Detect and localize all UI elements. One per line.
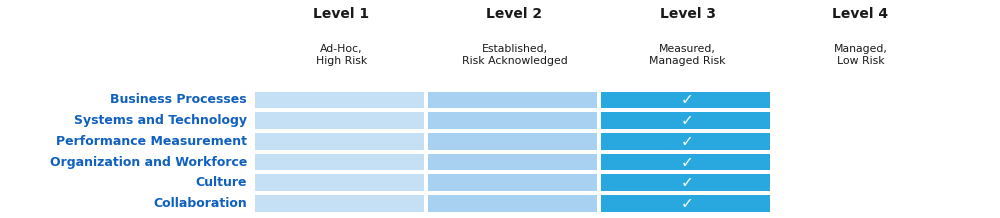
- Bar: [428, 92, 597, 108]
- Bar: [601, 174, 770, 191]
- Text: Culture: Culture: [196, 176, 247, 189]
- Text: ✓: ✓: [681, 196, 694, 211]
- Text: Managed,
Low Risk: Managed, Low Risk: [834, 44, 887, 66]
- Text: ✓: ✓: [681, 155, 694, 170]
- Bar: [255, 92, 424, 108]
- Bar: [255, 195, 424, 212]
- Text: ✓: ✓: [681, 113, 694, 128]
- Text: Level 3: Level 3: [660, 7, 716, 20]
- Bar: [601, 195, 770, 212]
- Text: ✓: ✓: [681, 175, 694, 190]
- Text: Performance Measurement: Performance Measurement: [56, 135, 247, 148]
- Text: Organization and Workforce: Organization and Workforce: [50, 156, 247, 169]
- Bar: [255, 112, 424, 129]
- Text: Collaboration: Collaboration: [153, 197, 247, 210]
- Text: Ad-Hoc,
High Risk: Ad-Hoc, High Risk: [316, 44, 367, 66]
- Bar: [255, 154, 424, 170]
- Text: Level 1: Level 1: [313, 7, 370, 20]
- Text: ✓: ✓: [681, 92, 694, 107]
- Bar: [428, 112, 597, 129]
- Text: Business Processes: Business Processes: [110, 94, 247, 106]
- Bar: [428, 154, 597, 170]
- Bar: [601, 154, 770, 170]
- Bar: [601, 92, 770, 108]
- Bar: [428, 195, 597, 212]
- Text: Established,
Risk Acknowledged: Established, Risk Acknowledged: [462, 44, 567, 66]
- Text: Measured,
Managed Risk: Measured, Managed Risk: [649, 44, 726, 66]
- Text: Level 4: Level 4: [832, 7, 889, 20]
- Bar: [255, 174, 424, 191]
- Bar: [428, 133, 597, 150]
- Bar: [601, 112, 770, 129]
- Text: Level 2: Level 2: [486, 7, 543, 20]
- Text: Systems and Technology: Systems and Technology: [74, 114, 247, 127]
- Bar: [601, 133, 770, 150]
- Bar: [428, 174, 597, 191]
- Bar: [255, 133, 424, 150]
- Text: ✓: ✓: [681, 134, 694, 149]
